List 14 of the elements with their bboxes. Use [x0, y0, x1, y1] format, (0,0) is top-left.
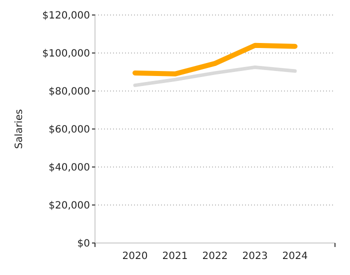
y-tick-label: $20,000 — [48, 200, 90, 212]
line-series — [133, 66, 297, 88]
x-tick-label: 2021 — [162, 251, 188, 262]
y-axis-title: Salaries — [14, 109, 25, 149]
y-tick-label: $60,000 — [48, 124, 90, 136]
y-tick-label: $120,000 — [42, 10, 90, 22]
x-tick-label: 2024 — [282, 251, 308, 262]
y-tick-label: $80,000 — [48, 86, 90, 98]
y-tick-label: $100,000 — [42, 48, 90, 60]
y-tick-label: $0 — [77, 238, 90, 250]
x-tick-label: 2022 — [202, 251, 228, 262]
y-tick-label: $40,000 — [48, 162, 90, 174]
x-tick-label: 2020 — [122, 251, 148, 262]
x-tick-label: 2023 — [242, 251, 268, 262]
